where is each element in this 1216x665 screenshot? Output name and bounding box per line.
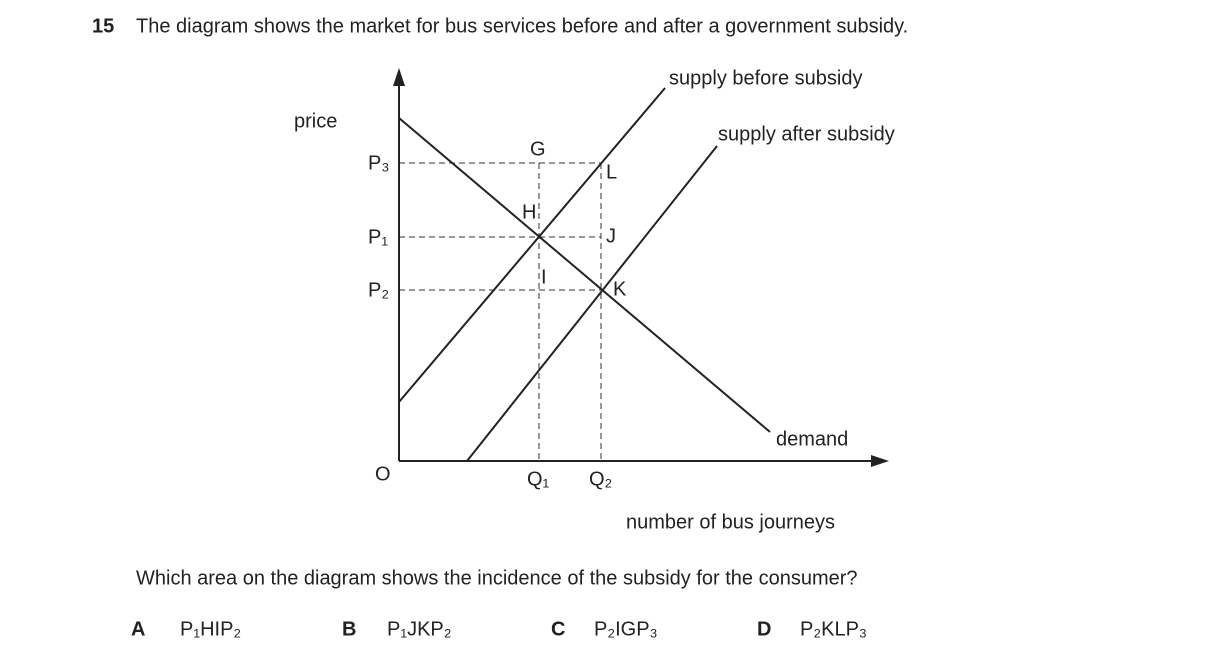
y-axis-label: price bbox=[294, 110, 337, 132]
option-text: P₁HIP₂ bbox=[180, 618, 241, 640]
demand-line bbox=[398, 117, 771, 433]
point-label: G bbox=[530, 138, 546, 160]
supply-before-line bbox=[398, 87, 666, 403]
curve-label: demand bbox=[776, 428, 848, 450]
curve-label: supply before subsidy bbox=[669, 67, 862, 89]
point-label: J bbox=[606, 225, 616, 247]
option-text: P₂IGP₃ bbox=[594, 618, 658, 640]
option-text: P₁JKP₂ bbox=[387, 618, 452, 640]
price-label: P₃ bbox=[368, 152, 389, 174]
quantity-label: Q₁ bbox=[527, 468, 550, 490]
supply-after-line bbox=[466, 145, 718, 462]
question-text: The diagram shows the market for bus ser… bbox=[136, 15, 908, 37]
option-text: P₂KLP₃ bbox=[800, 618, 867, 640]
point-label: K bbox=[613, 278, 627, 300]
guide-lines bbox=[399, 162, 602, 461]
axes bbox=[398, 80, 875, 462]
price-label: P₁ bbox=[368, 226, 388, 248]
point-label: L bbox=[606, 161, 617, 183]
prompt: Which area on the diagram shows the inci… bbox=[136, 567, 858, 589]
option-letter: D bbox=[757, 618, 771, 640]
point-label: I bbox=[541, 266, 547, 288]
option-letter: C bbox=[551, 618, 565, 640]
quantity-label: Q₂ bbox=[589, 468, 612, 490]
point-label: H bbox=[522, 201, 536, 223]
curve-label: supply after subsidy bbox=[718, 123, 895, 145]
diagram: price number of bus journeys O supply be… bbox=[294, 67, 895, 533]
origin-label: O bbox=[375, 463, 391, 485]
option-letter: B bbox=[342, 618, 356, 640]
option-letter: A bbox=[131, 618, 145, 640]
x-axis-label: number of bus journeys bbox=[626, 511, 835, 533]
question-number: 15 bbox=[92, 15, 114, 37]
price-label: P₂ bbox=[368, 279, 389, 301]
